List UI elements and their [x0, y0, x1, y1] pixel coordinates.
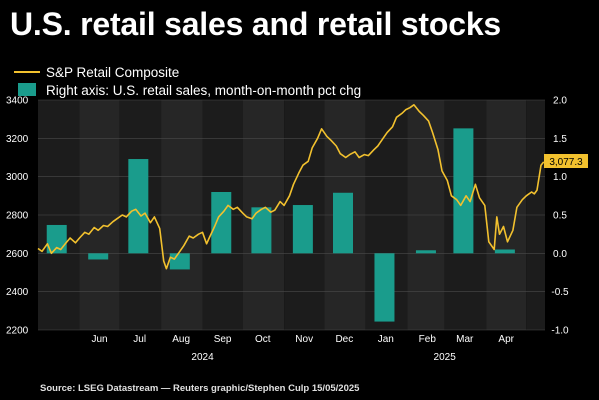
retail-sales-bar [453, 128, 474, 254]
left-axis-tick-label: 2600 [6, 249, 29, 260]
last-value-callout: 3,077.3 [544, 154, 588, 168]
retail-sales-bar [415, 250, 436, 254]
retail-composite-line [37, 104, 545, 270]
retail-sales-bar [374, 253, 395, 322]
right-axis-tick-label: 1.5 [553, 134, 567, 145]
retail-sales-bar [494, 249, 515, 254]
right-axis-tick-label: -0.5 [551, 287, 569, 298]
right-axis-tick-label: -1.0 [551, 326, 569, 337]
x-axis-month-label: Oct [255, 334, 271, 345]
x-axis-month-label: Aug [172, 334, 190, 345]
line-series [37, 104, 545, 270]
right-axis-tick-label: 2.0 [553, 96, 567, 107]
x-axis-month-label: Mar [456, 334, 474, 345]
left-axis-tick-label: 2200 [6, 326, 29, 337]
right-axis-tick-label: 1.0 [553, 172, 567, 183]
left-axis-tick-label: 2400 [6, 287, 29, 298]
x-axis-month-label: Dec [335, 334, 353, 345]
retail-sales-bar [88, 253, 109, 260]
x-axis-month-label: Jan [378, 334, 394, 345]
legend-bar-label: Right axis: U.S. retail sales, month-on-… [46, 83, 361, 98]
x-axis-month-label: Jul [133, 334, 146, 345]
source-note: Source: LSEG Datastream — Reuters graphi… [40, 383, 360, 394]
retail-sales-bar [251, 207, 272, 254]
x-axis-month-label: Sep [214, 334, 232, 345]
last-value-label: 3,077.3 [549, 157, 583, 168]
x-axis-month-label: Feb [419, 334, 437, 345]
x-axis-month-label: Apr [498, 334, 514, 345]
retail-sales-bar [46, 224, 67, 254]
legend-bar-swatch [18, 83, 36, 96]
legend-line-label: S&P Retail Composite [46, 65, 179, 80]
retail-sales-bar [169, 253, 190, 270]
chart-title: U.S. retail sales and retail stocks [10, 6, 502, 42]
retail-sales-bar [211, 192, 232, 254]
x-axis-year-label: 2024 [191, 352, 214, 363]
retail-sales-bar [128, 159, 149, 254]
right-axis-tick-label: 0.0 [553, 249, 567, 260]
x-axis-month-label: Nov [295, 334, 313, 345]
left-axis-tick-label: 2800 [6, 211, 29, 222]
last-value-box [544, 154, 588, 168]
left-axis-tick-label: 3000 [6, 172, 29, 183]
legend: S&P Retail Composite Right axis: U.S. re… [14, 65, 361, 98]
right-axis-tick-label: 0.5 [553, 211, 567, 222]
left-axis-tick-label: 3200 [6, 134, 29, 145]
bar-series [46, 128, 515, 322]
x-axis-year-label: 2025 [434, 352, 457, 363]
retail-sales-bar [333, 192, 354, 254]
axes: 2200 2400 2600 2800 3000 3200 3400 -1.0 -0.5 0.0 0… [6, 96, 569, 364]
left-axis-tick-label: 3400 [6, 96, 29, 107]
x-axis-month-label: Jun [91, 334, 107, 345]
retail-sales-bar [292, 205, 313, 254]
